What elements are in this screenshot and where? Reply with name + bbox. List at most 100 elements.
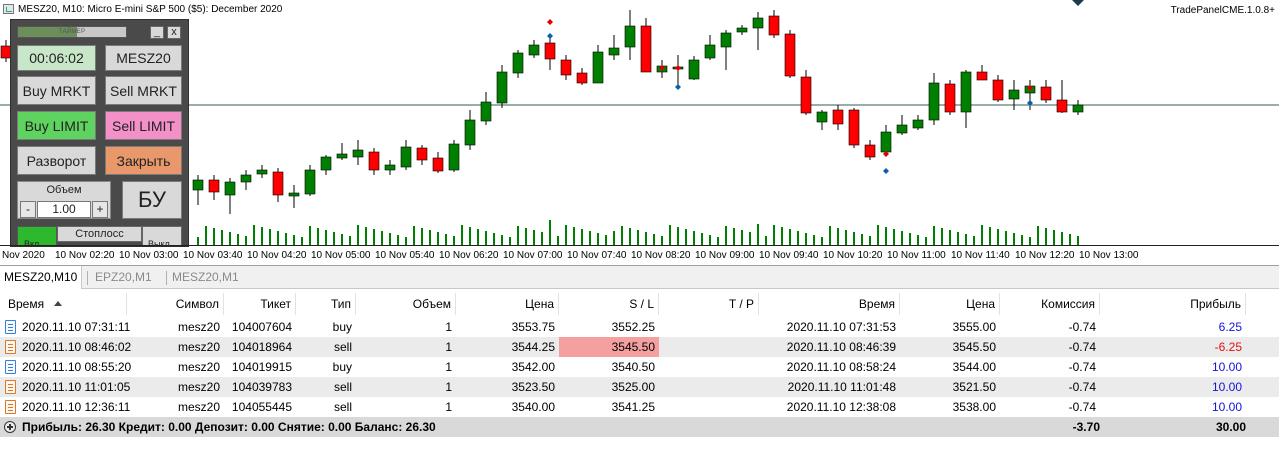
cell-open-time: 2020.11.10 07:31:11 bbox=[22, 320, 131, 334]
cell-close-price: 3538.00 bbox=[952, 400, 996, 414]
bull-candle bbox=[608, 47, 620, 56]
cell-open-time: 2020.11.10 08:46:02 bbox=[22, 340, 132, 354]
table-header: Время Символ Тикет Тип Объем Цена S / L … bbox=[0, 293, 1279, 315]
header-volume[interactable]: Объем bbox=[356, 293, 456, 315]
cell-sl: 3541.25 bbox=[611, 400, 655, 414]
cell-profit: 6.25 bbox=[1218, 320, 1242, 334]
tab-separator bbox=[166, 271, 167, 285]
stoploss-off-button[interactable]: Выкл bbox=[142, 226, 182, 246]
header-ticket[interactable]: Тикет bbox=[224, 293, 296, 315]
time-axis-label: 10 Nov 03:00 bbox=[119, 250, 179, 261]
time-axis-label: 10 Nov 09:00 bbox=[695, 250, 755, 261]
time-axis-label: 10 Nov 03:40 bbox=[183, 250, 243, 261]
volume-input[interactable]: 1.00 bbox=[37, 201, 91, 218]
close-position-button[interactable]: Закрыть bbox=[105, 146, 182, 175]
table-row[interactable]: 2020.11.10 12:36:11 mesz20 104055445 sell 1 3… bbox=[0, 397, 1279, 417]
trade-panel: ТАЙМЕР _ x 00:06:02 MESZ20 Buy MRKT Sell… bbox=[10, 19, 189, 247]
bull-candle bbox=[464, 119, 476, 146]
buy-market-button[interactable]: Buy MRKT bbox=[17, 76, 96, 105]
close-panel-button[interactable]: x bbox=[167, 26, 181, 39]
table-row[interactable]: 2020.11.10 07:31:11 mesz20 104007604 buy 1 35… bbox=[0, 317, 1279, 337]
bear-candle bbox=[640, 25, 652, 73]
tab-mesz20-m1[interactable]: MESZ20,M1 bbox=[172, 270, 239, 284]
cell-tp bbox=[659, 357, 759, 377]
cell-ticket: 104018964 bbox=[231, 340, 292, 354]
volume-decrease-button[interactable]: - bbox=[20, 201, 36, 218]
time-axis-label: 10 Nov 07:00 bbox=[503, 250, 563, 261]
minimize-button[interactable]: _ bbox=[150, 26, 164, 39]
cell-price: 3523.50 bbox=[511, 380, 555, 394]
header-type[interactable]: Тип bbox=[296, 293, 356, 315]
sell-limit-button[interactable]: Sell LIMIT bbox=[105, 111, 182, 140]
bear-candle bbox=[432, 157, 444, 172]
header-symbol[interactable]: Символ bbox=[127, 293, 224, 315]
table-row[interactable]: 2020.11.10 08:55:20 mesz20 104019915 buy 1 35… bbox=[0, 357, 1279, 377]
header-stoploss[interactable]: S / L bbox=[559, 293, 659, 315]
volume-label: Объем bbox=[46, 184, 82, 196]
timer-progress-bar: ТАЙМЕР bbox=[17, 26, 127, 38]
bull-candle bbox=[288, 192, 300, 197]
header-open-time[interactable]: Время bbox=[0, 293, 127, 315]
header-profit[interactable]: Прибыль bbox=[1100, 293, 1246, 315]
bull-candle bbox=[752, 17, 764, 29]
bear-candle bbox=[368, 151, 380, 171]
trade-arrow-icon bbox=[547, 33, 553, 39]
time-axis-label: 10 Nov 05:00 bbox=[311, 250, 371, 261]
order-document-icon bbox=[5, 340, 16, 354]
time-axis-label: 10 Nov 12:20 bbox=[1015, 250, 1075, 261]
symbol-button[interactable]: MESZ20 bbox=[105, 45, 182, 71]
volume-increase-button[interactable]: + bbox=[92, 201, 108, 218]
bull-candle bbox=[880, 131, 892, 153]
cell-symbol: mesz20 bbox=[177, 400, 220, 414]
timer-label: ТАЙМЕР bbox=[58, 29, 86, 35]
tab-epz20-m1[interactable]: EPZ20,M1 bbox=[95, 270, 152, 284]
cell-close-time: 2020.11.10 08:58:24 bbox=[786, 360, 896, 374]
bear-candle bbox=[944, 83, 956, 113]
table-row[interactable]: 2020.11.10 11:01:05 mesz20 104039783 sell 1 3… bbox=[0, 377, 1279, 397]
buy-limit-button[interactable]: Buy LIMIT bbox=[17, 111, 96, 140]
cell-ticket: 104019915 bbox=[231, 360, 292, 374]
expert-advisor-label: TradePanelCME.1.0.8+ bbox=[1170, 5, 1275, 16]
time-axis-label: 10 Nov 09:40 bbox=[759, 250, 819, 261]
trade-arrow-icon bbox=[883, 168, 889, 174]
header-takeprofit[interactable]: T / P bbox=[659, 293, 759, 315]
bear-candle bbox=[544, 42, 556, 60]
cell-type: sell bbox=[333, 380, 352, 394]
cell-commission: -0.74 bbox=[1068, 400, 1096, 414]
reverse-button[interactable]: Разворот bbox=[17, 146, 96, 175]
bull-candle bbox=[528, 44, 540, 56]
cell-sl: 3545.50 bbox=[559, 337, 659, 357]
candlestick-chart[interactable] bbox=[0, 0, 1279, 265]
time-axis-label: 10 Nov 07:40 bbox=[567, 250, 627, 261]
tab-mesz20-m10[interactable]: MESZ20,M10 bbox=[0, 266, 83, 289]
stoploss-button[interactable]: Стоплосс bbox=[57, 226, 142, 242]
cell-volume: 1 bbox=[445, 380, 452, 394]
table-row[interactable]: 2020.11.10 08:46:02 mesz20 104018964 sell 1 3… bbox=[0, 337, 1279, 357]
cell-close-price: 3555.00 bbox=[952, 320, 996, 334]
cell-tp bbox=[659, 377, 759, 397]
cell-price: 3540.00 bbox=[511, 400, 555, 414]
cell-symbol: mesz20 bbox=[177, 320, 220, 334]
header-price[interactable]: Цена bbox=[456, 293, 559, 315]
bull-candle bbox=[192, 179, 204, 191]
countdown-display: 00:06:02 bbox=[17, 45, 96, 71]
price-chart[interactable]: MESZ20, M10: Micro E-mini S&P 500 ($5): … bbox=[0, 0, 1279, 265]
breakeven-button[interactable]: БУ bbox=[122, 181, 182, 219]
header-commission[interactable]: Комиссия bbox=[1000, 293, 1100, 315]
sell-market-button[interactable]: Sell MRKT bbox=[105, 76, 182, 105]
header-close-time[interactable]: Время bbox=[759, 293, 900, 315]
cell-price: 3553.75 bbox=[511, 320, 555, 334]
time-axis-label: 10 Nov 05:40 bbox=[375, 250, 435, 261]
order-document-icon bbox=[5, 400, 16, 414]
chart-shift-marker[interactable] bbox=[1072, 0, 1084, 6]
cell-profit: 10.00 bbox=[1211, 360, 1242, 374]
bear-candle bbox=[560, 59, 572, 76]
header-close-price[interactable]: Цена bbox=[900, 293, 1000, 315]
cell-commission: -0.74 bbox=[1068, 320, 1096, 334]
volume-box: Объем - 1.00 + bbox=[17, 181, 111, 219]
expand-icon[interactable] bbox=[4, 421, 16, 433]
cell-tp bbox=[659, 337, 759, 357]
stoploss-on-button[interactable]: Вкл bbox=[17, 226, 57, 246]
cell-sl: 3540.50 bbox=[611, 360, 655, 374]
bear-candle bbox=[976, 71, 988, 81]
